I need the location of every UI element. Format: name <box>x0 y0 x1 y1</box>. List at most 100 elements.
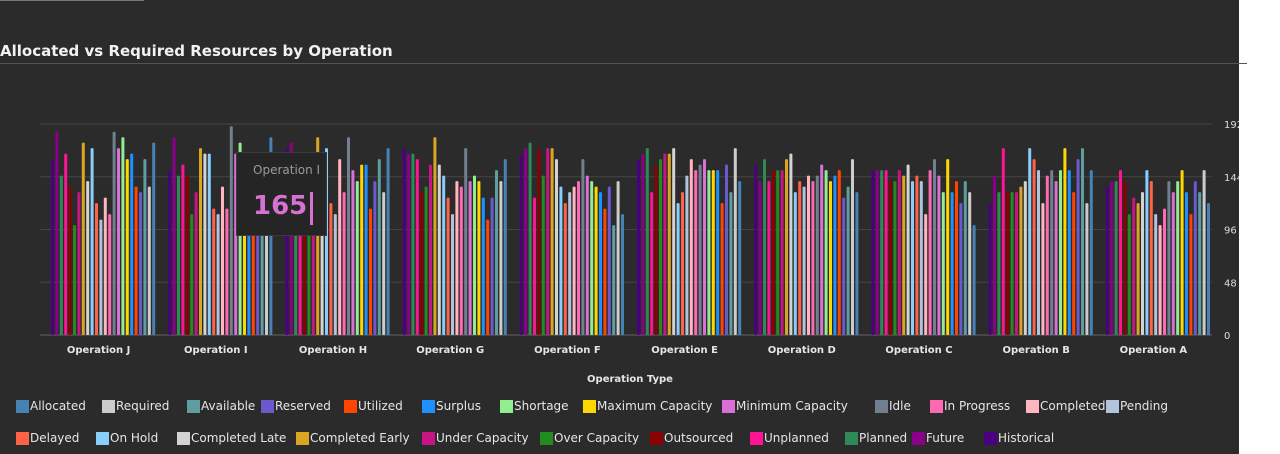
legend-item[interactable]: Completed Late <box>177 431 286 445</box>
bar <box>711 170 715 335</box>
bar <box>490 197 494 335</box>
legend-swatch <box>583 399 596 413</box>
bar <box>897 170 901 335</box>
bar <box>1202 170 1206 335</box>
bar <box>603 208 607 335</box>
legend-label: Allocated <box>30 399 86 413</box>
bar <box>1001 148 1005 335</box>
bar <box>889 181 892 335</box>
bar <box>893 181 897 335</box>
bar <box>842 197 846 335</box>
bar <box>355 181 359 335</box>
bar <box>928 170 932 335</box>
legend-item[interactable]: Maximum Capacity <box>583 399 712 413</box>
bar <box>1015 192 1018 335</box>
bar <box>621 214 624 335</box>
bar <box>1185 192 1188 335</box>
legend-item[interactable]: Pending <box>1106 399 1168 413</box>
title-divider <box>0 63 1239 64</box>
legend-swatch <box>296 431 309 445</box>
bar <box>906 164 910 335</box>
legend-item[interactable]: Reserved <box>261 399 331 413</box>
legend-label: Idle <box>889 399 911 413</box>
bar <box>338 159 342 335</box>
bar <box>1076 159 1080 335</box>
legend-item[interactable]: Allocated <box>16 399 86 413</box>
bar <box>902 175 906 335</box>
legend-item[interactable]: On Hold <box>96 431 158 445</box>
bar <box>519 153 523 335</box>
legend-item[interactable]: Unplanned <box>750 431 829 445</box>
legend-item[interactable]: Planned <box>845 431 907 445</box>
legend-label: Historical <box>998 431 1055 445</box>
bar <box>199 148 202 335</box>
legend-label: Shortage <box>514 399 569 413</box>
bar <box>729 192 733 335</box>
bar <box>875 170 879 335</box>
bar <box>616 181 620 335</box>
bar <box>1171 192 1175 335</box>
legend-item[interactable]: Future <box>912 431 964 445</box>
bar <box>216 214 220 335</box>
legend-item[interactable]: Surplus <box>422 399 481 413</box>
legend-item[interactable]: Historical <box>984 431 1054 445</box>
x-tick-label: Operation A <box>1120 345 1188 356</box>
legend-swatch <box>930 399 943 413</box>
legend-item[interactable]: Completed <box>1026 399 1105 413</box>
bar <box>915 175 919 335</box>
legend-label: Future <box>926 431 965 445</box>
legend-item[interactable]: Completed Early <box>296 431 410 445</box>
legend-item[interactable]: In Progress <box>930 399 1010 413</box>
legend-label: Completed Late <box>191 431 287 445</box>
legend-item[interactable]: Over Capacity <box>540 431 639 445</box>
x-tick-label: Operation C <box>885 345 952 356</box>
legend-item[interactable]: Idle <box>875 399 911 413</box>
bar <box>1023 181 1027 335</box>
bar <box>694 170 698 335</box>
bar <box>1006 192 1010 335</box>
bar <box>225 208 229 335</box>
legend-label: Completed Early <box>310 431 410 445</box>
bar <box>207 153 211 335</box>
legend-item[interactable]: Utilized <box>344 399 403 413</box>
legend-item[interactable]: Shortage <box>500 399 569 413</box>
bar <box>369 208 372 335</box>
bar <box>77 192 81 335</box>
bar <box>64 153 68 335</box>
legend-label: Required <box>116 399 170 413</box>
bar <box>1105 186 1109 335</box>
bar <box>1149 181 1153 335</box>
bar <box>829 181 832 335</box>
bar <box>190 214 194 335</box>
x-tick-label: Operation E <box>651 345 718 356</box>
legend-swatch <box>875 399 888 413</box>
legend-swatch <box>187 399 200 413</box>
legend-swatch <box>177 431 190 445</box>
y-tick-label: 96 <box>1224 226 1237 237</box>
bar <box>641 153 645 335</box>
bar <box>1193 181 1197 335</box>
legend-item[interactable]: Minimum Capacity <box>722 399 848 413</box>
bar <box>950 192 954 335</box>
legend-item[interactable]: Available <box>187 399 255 413</box>
bar <box>1067 170 1071 335</box>
bar <box>203 153 207 335</box>
bar <box>99 219 103 335</box>
bar <box>703 159 706 335</box>
x-tick-label: Operation D <box>768 345 836 356</box>
legend-label: Unplanned <box>764 431 829 445</box>
legend-item[interactable]: Under Capacity <box>422 431 529 445</box>
bar <box>134 186 138 335</box>
chart-title: Allocated vs Required Resources by Opera… <box>0 42 393 60</box>
bar <box>451 214 454 335</box>
legend-item[interactable]: Outsourced <box>650 431 733 445</box>
legend-swatch <box>845 431 858 445</box>
legend-item[interactable]: Required <box>102 399 169 413</box>
legend-item[interactable]: Delayed <box>16 431 79 445</box>
bar <box>972 225 976 335</box>
bar <box>386 148 390 335</box>
bar <box>725 164 728 335</box>
bar <box>86 181 90 335</box>
legend-swatch <box>261 399 274 413</box>
